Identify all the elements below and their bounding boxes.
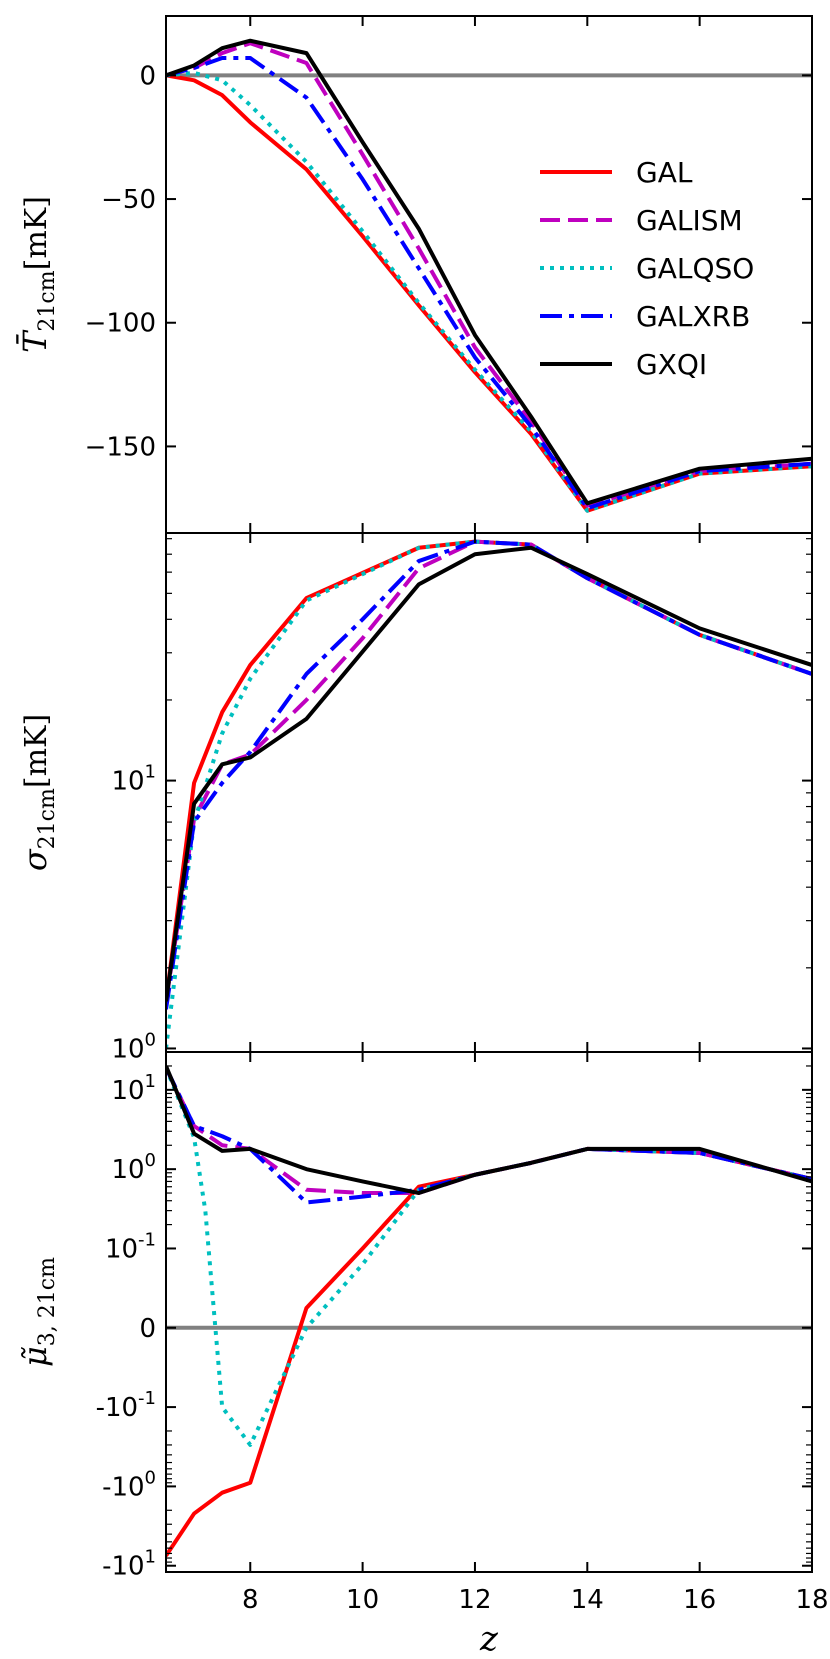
y-tick-label: 101 [111, 1071, 156, 1106]
panel-rms-brightness-temperature: 100 101 σ21cm[mK] [16, 532, 813, 1064]
legend-label-galqso: GALQSO [636, 252, 754, 285]
y-axis-label: σ21cm[mK] [16, 714, 60, 871]
y-axis-label: μ̃3, 21cm [16, 1257, 60, 1367]
series-line-gal [166, 539, 812, 1002]
x-tick-label: 18 [795, 1585, 828, 1615]
series-group [166, 38, 812, 513]
panel-mean-brightness-temperature: 0−50−100−150T̄21cm[mK]GALGALISMGALQSOGAL… [16, 15, 813, 534]
y-tick-label: −100 [85, 309, 156, 339]
series-line-gxqi [166, 545, 812, 1002]
plot-frame [165, 1051, 813, 1573]
series-line-galism [166, 539, 812, 1002]
series-line-galxrb [166, 1066, 812, 1205]
legend-label-galxrb: GALXRB [636, 300, 750, 333]
legend: GAL GALISM GALQSO GALXRB GXQI [540, 156, 754, 381]
series-line-galqso [166, 70, 812, 513]
series-line-galqso [166, 1066, 812, 1447]
plot-frame [165, 532, 813, 1053]
legend-label-gxqi: GXQI [636, 348, 707, 381]
y-tick-label: 100 [111, 1150, 156, 1185]
y-tick-label: -10-1 [96, 1388, 156, 1423]
legend-label-galism: GALISM [636, 204, 743, 237]
series-line-gxqi [166, 38, 812, 506]
y-tick-label: 10-1 [105, 1229, 156, 1264]
series-line-galqso [166, 539, 812, 1049]
x-tick-label: 14 [571, 1585, 604, 1615]
series-group [166, 1065, 812, 1557]
y-axis-label: T̄21cm[mK] [16, 196, 60, 353]
series-line-galxrb [166, 56, 812, 511]
series-line-galism [166, 41, 812, 508]
x-axis-label: z [479, 1619, 499, 1659]
y-tick-label: 100 [111, 1029, 156, 1064]
series-group [166, 539, 812, 1049]
y-tick-label: 101 [111, 762, 156, 797]
series-line-gxqi [166, 1065, 812, 1196]
series-line-gal [166, 1146, 812, 1557]
x-tick-label: 10 [346, 1585, 379, 1615]
y-tick-label: -100 [102, 1467, 156, 1502]
legend-label-gal: GAL [636, 156, 693, 189]
series-line-gal [166, 73, 812, 513]
x-tick-label: 8 [242, 1585, 259, 1615]
y-tick-label: -101 [102, 1547, 156, 1582]
series-line-galism [166, 1066, 812, 1196]
y-tick-label: −50 [101, 185, 156, 215]
y-tick-label: 0 [139, 1314, 156, 1344]
series-line-galxrb [166, 539, 812, 1010]
x-tick-label: 16 [683, 1585, 716, 1615]
y-tick-label: −150 [85, 432, 156, 462]
y-tick-label: 0 [139, 61, 156, 91]
panel-normalized-skewness: 101 100 10-1 0 -10-1 -100 -101 μ̃3, 21cm 8 10 12 14… [16, 1051, 829, 1659]
x-tick-label: 12 [458, 1585, 491, 1615]
